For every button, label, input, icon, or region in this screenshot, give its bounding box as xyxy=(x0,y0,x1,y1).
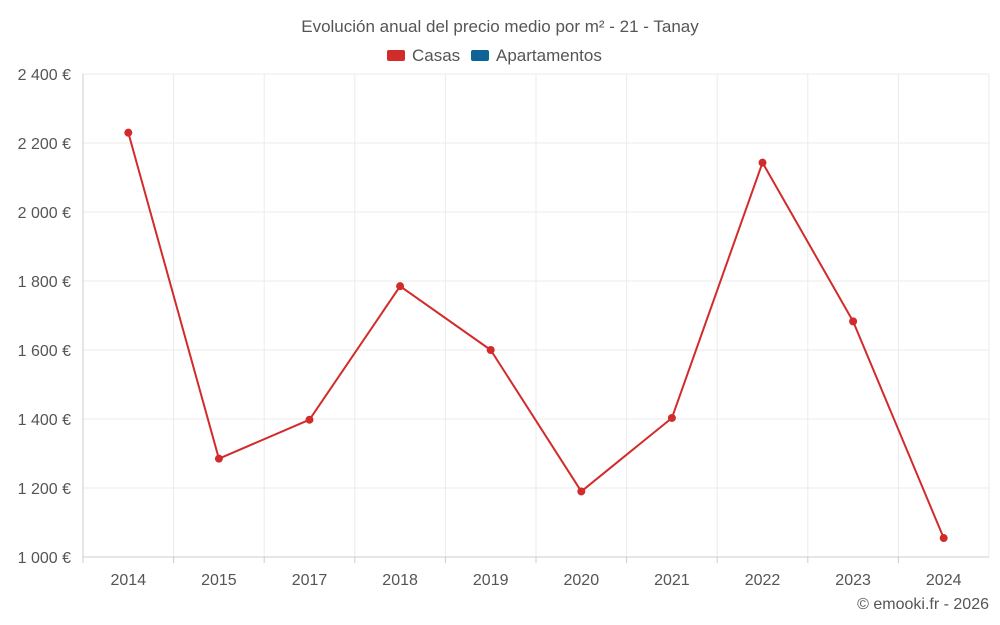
y-axis-ticks: 1 000 € 1 200 € 1 400 € 1 600 € 1 800 € 2 000… xyxy=(18,67,71,567)
data-point-casas-2020[interactable] xyxy=(577,487,586,496)
x-tick-label: 2017 xyxy=(292,572,328,589)
data-point-casas-2018[interactable] xyxy=(396,282,405,291)
chart-title: Evolución anual del precio medio por m² … xyxy=(301,17,699,36)
data-point-casas-2014[interactable] xyxy=(124,128,133,137)
legend-item-apartamentos[interactable]: Apartamentos xyxy=(471,46,602,65)
credit: © emooki.fr - 2026 xyxy=(857,596,989,613)
data-point-casas-2017[interactable] xyxy=(305,415,314,424)
y-tick-label: 1 000 € xyxy=(18,550,71,567)
data-point-casas-2024[interactable] xyxy=(939,534,948,543)
x-tick-label: 2018 xyxy=(382,572,418,589)
y-tick-label: 2 200 € xyxy=(18,136,71,153)
x-tick-label: 2014 xyxy=(111,572,147,589)
x-tick-label: 2022 xyxy=(745,572,781,589)
series-casas xyxy=(124,128,948,543)
legend-swatch-casas xyxy=(387,50,405,61)
legend-swatch-apartamentos xyxy=(471,50,489,61)
data-point-casas-2023[interactable] xyxy=(849,317,858,326)
x-tick-label: 2024 xyxy=(926,572,962,589)
x-tick-label: 2019 xyxy=(473,572,509,589)
y-tick-label: 1 800 € xyxy=(18,274,71,291)
y-tick-label: 1 400 € xyxy=(18,412,71,429)
data-point-casas-2019[interactable] xyxy=(486,346,495,354)
data-point-casas-2022[interactable] xyxy=(758,158,767,167)
y-tick-label: 1 600 € xyxy=(18,343,71,360)
series-line-casas xyxy=(127,132,945,539)
legend-label-casas: Casas xyxy=(412,46,460,65)
x-tick-label: 2023 xyxy=(835,572,871,589)
legend-item-casas[interactable]: Casas xyxy=(387,46,460,65)
x-axis-ticks: 2014 2015 2017 2018 2019 2020 2021 2022 2023 2024 xyxy=(111,572,962,589)
data-point-casas-2015[interactable] xyxy=(214,454,223,463)
legend: Casas Apartamentos xyxy=(387,46,602,65)
x-tick-label: 2015 xyxy=(201,572,237,589)
legend-label-apartamentos: Apartamentos xyxy=(496,46,602,65)
y-tick-label: 1 200 € xyxy=(18,481,71,498)
axes xyxy=(82,74,989,563)
grid xyxy=(83,73,990,557)
x-tick-label: 2021 xyxy=(654,572,690,589)
x-tick-label: 2020 xyxy=(564,572,600,589)
y-tick-label: 2 400 € xyxy=(18,67,71,84)
data-point-casas-2021[interactable] xyxy=(667,413,676,422)
y-tick-label: 2 000 € xyxy=(18,205,71,222)
